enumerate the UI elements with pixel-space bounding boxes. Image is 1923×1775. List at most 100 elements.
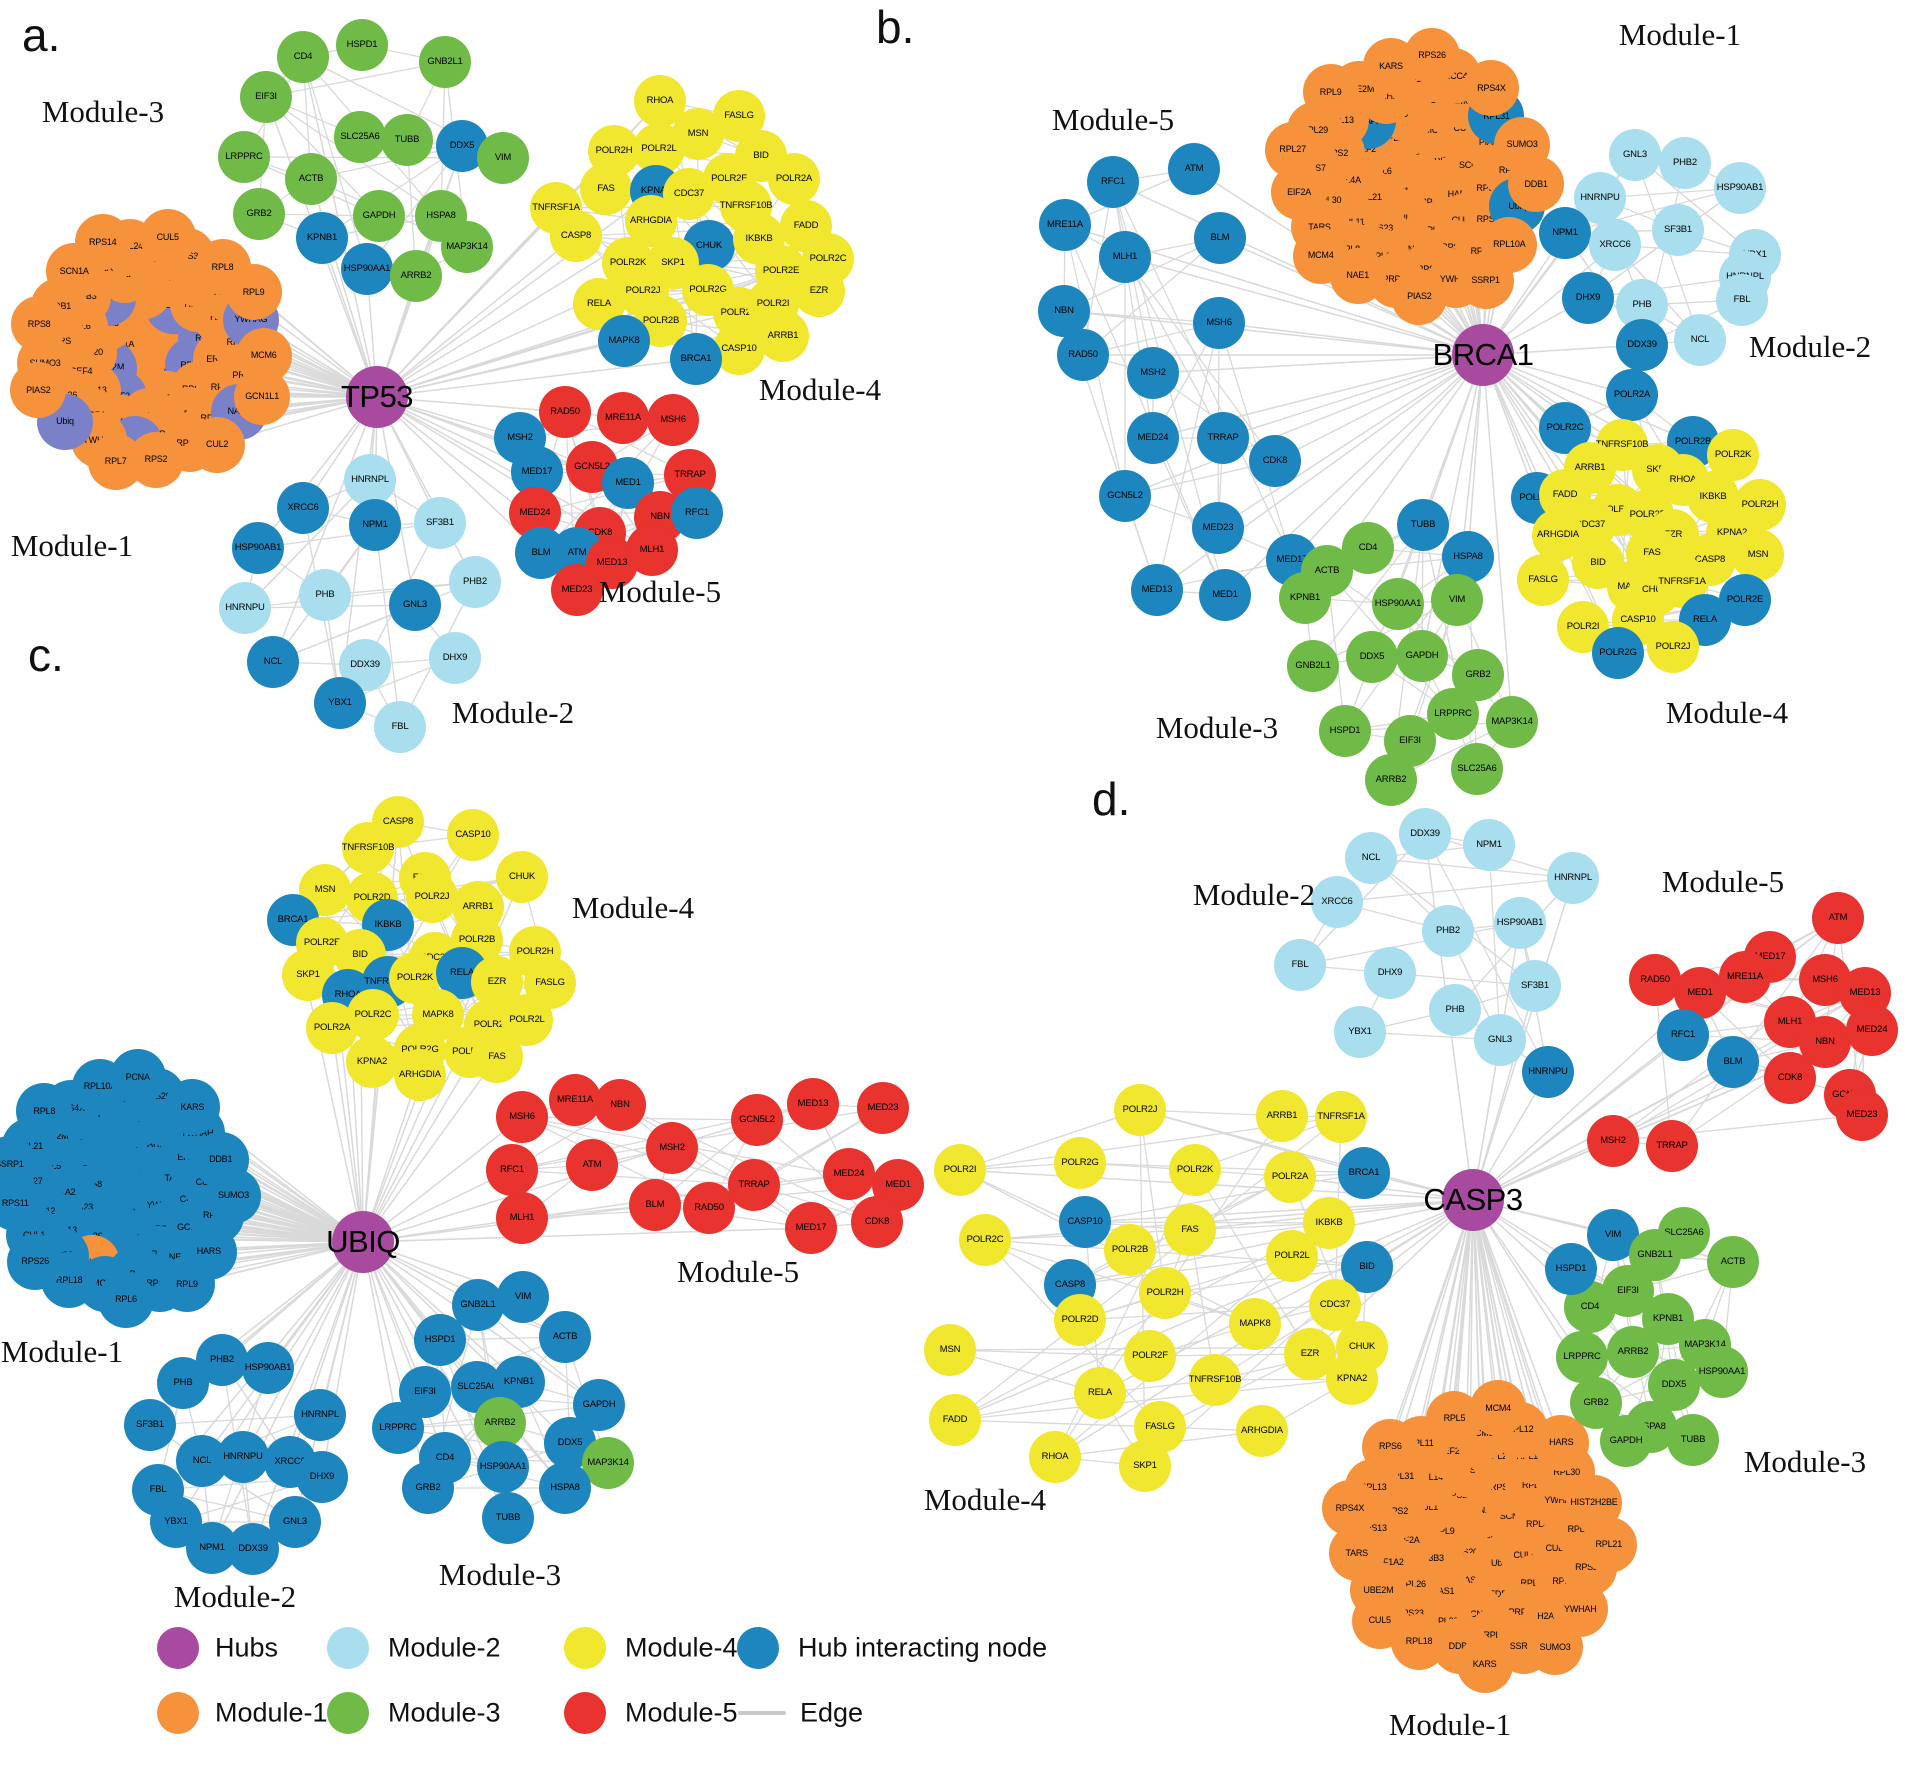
node-med24: MED24 [823, 1148, 875, 1200]
node-label: XRCC6 [1599, 239, 1631, 251]
node-actb: ACTB [285, 153, 337, 205]
node-label: HSPA8 [550, 1482, 580, 1494]
node-label: LRPPRC [1434, 708, 1472, 720]
node-label: XRCC6 [287, 502, 319, 514]
node-rad50: RAD50 [539, 386, 591, 438]
node-label: BRCA1 [680, 353, 712, 365]
node-label: POLR2E [762, 265, 800, 277]
node-msh6: MSH6 [647, 394, 699, 446]
node-tubb: TUBB [1667, 1414, 1719, 1466]
node-label: PHB [315, 589, 335, 601]
node-hsp90ab1: HSP90AB1 [242, 1342, 294, 1394]
node-label: GNL3 [1487, 1034, 1513, 1046]
node-ikbkb: IKBKB [362, 899, 414, 951]
node-label: MED23 [867, 1102, 899, 1114]
node-label: EIF2A [1395, 1535, 1420, 1546]
node-label: SF3B3 [1417, 1552, 1444, 1563]
node-polr2g: POLR2G [1592, 627, 1644, 679]
node-kpna2: KPNA2 [1326, 1353, 1378, 1405]
node-label: HNRNPU [1580, 192, 1620, 204]
node-label: POLR2E [1726, 594, 1764, 606]
node-polr2j: POLR2J [1647, 621, 1699, 673]
node-label: MLH1 [639, 544, 665, 556]
hub-casp3: CASP3 [1423, 1169, 1523, 1231]
node-label: MED1 [1687, 987, 1713, 999]
node-label: RPL7 [1521, 1479, 1544, 1490]
node-label: FBL [1733, 294, 1751, 306]
node-polr2i: POLR2I [934, 1144, 986, 1196]
node-label: POLR2G [689, 284, 727, 296]
node-label: POLR2J [625, 285, 661, 297]
node-label: RHOA [1041, 1451, 1069, 1463]
node-label: GNB2L1 [460, 1299, 496, 1311]
node-label: RPL10A [1493, 239, 1526, 250]
node-ddx5: DDX5 [1648, 1359, 1700, 1411]
node-label: CASP8 [1694, 554, 1726, 566]
node-label: PIAS2 [26, 384, 51, 395]
node-label: RPS26 [1575, 1562, 1603, 1573]
node-label: MSN [939, 1344, 961, 1356]
hub-ubiq: UBIQ [326, 1211, 400, 1273]
node-label: MED13 [797, 1098, 829, 1110]
node-label: MAPK8 [608, 335, 640, 347]
node-cul2: CUL2 [189, 416, 246, 473]
node-hnrnpu: HNRNPU [1522, 1046, 1574, 1098]
node-label: NCL [192, 1455, 212, 1467]
node-ddx5: DDX5 [544, 1417, 596, 1469]
node-label: RPS8 [27, 318, 51, 329]
node-rad50: RAD50 [683, 1182, 735, 1234]
node-med23: MED23 [551, 564, 603, 616]
node-label: HSPD1 [424, 1334, 456, 1346]
node-label: DDX39 [350, 659, 380, 671]
node-label: ACTB [1720, 1256, 1746, 1268]
node-label: HSPD1 [1555, 1263, 1587, 1275]
node-fas: FAS [580, 163, 632, 215]
node-tubb: TUBB [482, 1492, 534, 1544]
node-map3k14: MAP3K14 [441, 221, 493, 273]
node-label: PHB [1632, 299, 1652, 311]
node-label: BRCA1 [277, 914, 309, 926]
node-label: RFC1 [684, 507, 709, 519]
node-label: HNRNPU [223, 1451, 263, 1463]
node-tnfrsf10b: TNFRSF10B [1189, 1354, 1241, 1406]
node-polr2b: POLR2B [1104, 1224, 1156, 1276]
node-label: RPS26 [21, 1256, 49, 1267]
node-label: HSP90AA1 [1374, 598, 1422, 610]
node-label: NPM1 [199, 1542, 225, 1554]
node-rhoa: RHOA [1029, 1431, 1081, 1483]
node-label: HSPD1 [346, 39, 378, 51]
node-cul5: CUL5 [1351, 1592, 1408, 1649]
node-eif3i: EIF3I [399, 1366, 451, 1418]
node-label: MAP3K14 [446, 241, 488, 253]
node-label: CHUK [1641, 584, 1669, 596]
node-label: TNFRSF1A [364, 976, 412, 988]
node-label: MSH2 [1600, 1135, 1626, 1147]
node-label: DHX9 [442, 652, 468, 664]
node-label: VIM [1604, 1229, 1622, 1241]
node-arrb2: ARRB2 [1607, 1326, 1659, 1378]
node-label: KARS [1472, 1659, 1497, 1669]
node-slc25a6: SLC25A6 [334, 111, 386, 163]
node-label: IKBKB [745, 233, 773, 245]
node-label: FASLG [535, 977, 565, 989]
node-gcn1l1: GCN1L1 [234, 368, 291, 425]
node-label: POLR2I [1566, 621, 1600, 633]
node-mcm4: MCM4 [1470, 1380, 1527, 1437]
node-label: GRB2 [1465, 669, 1491, 681]
node-label: NBN [1054, 305, 1074, 317]
node-label: MSH6 [1812, 974, 1838, 986]
node-ddx39: DDX39 [1616, 319, 1668, 371]
node-mcm4: MCM4 [1292, 227, 1349, 284]
node-label: RPL23 [1520, 1577, 1548, 1588]
node-vim: VIM [477, 132, 529, 184]
node-med23: MED23 [1192, 502, 1244, 554]
hub-tp53: TP53 [341, 366, 414, 428]
node-label: POLR2G [1061, 1157, 1099, 1169]
node-arrb2: ARRB2 [474, 1397, 526, 1449]
node-label: ARHGDIA [399, 1069, 441, 1081]
node-med24: MED24 [1846, 1004, 1898, 1056]
node-label: SUMO3 [217, 1190, 249, 1201]
node-med23: MED23 [857, 1082, 909, 1134]
node-hnrnpl: HNRNPL [1547, 852, 1599, 904]
node-label: HIST2H2BE [1570, 1497, 1618, 1508]
